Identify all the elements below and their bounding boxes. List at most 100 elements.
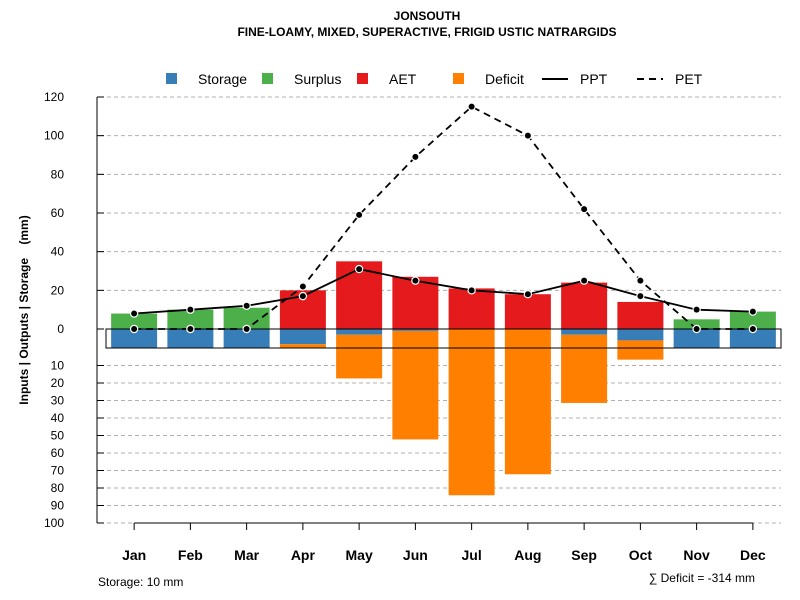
point-pet: [467, 102, 476, 111]
bar-storage: [167, 329, 214, 348]
storage-capacity-box: [105, 328, 782, 349]
x-tick-label: Feb: [178, 547, 203, 563]
legend-swatch-aet: [357, 73, 368, 84]
bar-deficit: [279, 344, 326, 348]
x-tick-label: May: [346, 547, 373, 563]
y-tick-label: 30: [51, 394, 65, 408]
point-ppt: [129, 309, 139, 318]
point-pet: [692, 324, 701, 334]
lines: [129, 102, 758, 334]
bar-deficit: [561, 334, 608, 403]
legend-swatch-storage: [166, 73, 177, 84]
y-tick-label: 40: [51, 411, 65, 425]
chart-subtitle: FINE-LOAMY, MIXED, SUPERACTIVE, FRIGID U…: [237, 25, 616, 39]
point-pet: [579, 204, 589, 214]
bar-surplus: [167, 309, 214, 329]
point-ppt: [354, 264, 364, 274]
x-tick-label: Jan: [122, 547, 146, 563]
point-pet: [636, 276, 645, 285]
bar-surplus: [223, 307, 270, 329]
bar-deficit: [392, 330, 439, 440]
point-pet: [298, 282, 308, 291]
bar-storage: [223, 329, 270, 348]
bar-surplus: [729, 311, 776, 329]
legend-swatch-deficit: [453, 73, 464, 84]
y-tick-label: 80: [51, 481, 65, 495]
bar-storage: [336, 329, 383, 335]
point-ppt: [636, 291, 645, 301]
point-ppt: [692, 305, 701, 314]
legend-label-storage: Storage: [198, 71, 247, 87]
y-tick-label: 100: [44, 516, 64, 530]
bar-storage: [279, 329, 326, 345]
point-pet: [242, 324, 251, 334]
legend-label-surplus: Surplus: [294, 71, 341, 87]
bar-aet: [392, 276, 439, 329]
x-tick-label: Apr: [291, 547, 316, 563]
y-tick-label: 60: [51, 206, 65, 220]
point-ppt: [523, 290, 533, 299]
point-pet: [411, 152, 420, 162]
legend-swatch-surplus: [262, 73, 273, 84]
bar-deficit: [448, 329, 495, 496]
x-tick-label: Jun: [403, 547, 428, 563]
y-tick-label: 80: [51, 167, 65, 181]
x-tick-label: Sep: [571, 547, 597, 563]
point-ppt: [748, 307, 758, 316]
legend-label-deficit: Deficit: [485, 71, 524, 87]
point-pet: [523, 131, 533, 140]
gridlines: [100, 96, 781, 524]
bar-aet: [561, 282, 608, 329]
x-tick-label: Jul: [462, 547, 482, 563]
legend: Storage Surplus AET Deficit PPT PET: [166, 71, 703, 87]
y-tick-label: 20: [51, 376, 65, 390]
point-pet: [748, 324, 758, 334]
y-tick-label: 40: [51, 245, 65, 259]
x-tick-label: Dec: [740, 547, 766, 563]
y-tick-label: 60: [51, 446, 65, 460]
bar-aet: [504, 294, 551, 329]
point-ppt: [298, 291, 308, 301]
bar-storage: [729, 329, 776, 348]
legend-label-ppt: PPT: [580, 71, 608, 87]
bar-surplus: [673, 319, 720, 329]
y-axis-label: Inputs | Outputs | Storage (mm): [17, 215, 31, 404]
bar-deficit: [617, 340, 664, 360]
bar-storage: [111, 329, 158, 348]
y-tick-label: 0: [57, 322, 64, 336]
point-pet: [186, 324, 195, 334]
point-ppt: [467, 286, 476, 295]
x-tick-label: Oct: [629, 547, 653, 563]
chart-title: JONSOUTH: [394, 9, 461, 23]
point-pet: [354, 210, 364, 220]
bar-storage: [561, 329, 608, 335]
y-tick-label: 50: [51, 429, 65, 443]
bar-aet: [448, 288, 495, 329]
bar-aet: [617, 301, 664, 329]
bar-deficit: [336, 334, 383, 379]
y-tick-label: 10: [51, 359, 65, 373]
bar-storage: [617, 329, 664, 341]
point-ppt: [242, 301, 251, 310]
bar-storage: [392, 329, 439, 331]
point-ppt: [186, 305, 195, 314]
legend-label-pet: PET: [675, 71, 703, 87]
bars: [111, 261, 776, 496]
point-ppt: [579, 276, 589, 285]
point-ppt: [411, 276, 420, 285]
axes: 0 20 40 60 80 100 120 10 20 30 40 50 60 70 80 90 100 Jan F…: [44, 90, 782, 563]
x-tick-label: Aug: [514, 547, 541, 563]
bar-storage: [673, 329, 720, 348]
y-tick-label: 100: [44, 129, 64, 143]
y-tick-label: 70: [51, 464, 65, 478]
bar-surplus: [111, 313, 158, 329]
y-tick-label: 90: [51, 499, 65, 513]
x-tick-label: Mar: [234, 547, 259, 563]
line-pet: [134, 105, 753, 330]
y-tick-label: 120: [44, 90, 64, 104]
bar-deficit: [504, 329, 551, 475]
y-tick-label: 20: [51, 283, 65, 297]
x-tick-label: Nov: [683, 547, 710, 563]
legend-label-aet: AET: [389, 71, 417, 87]
